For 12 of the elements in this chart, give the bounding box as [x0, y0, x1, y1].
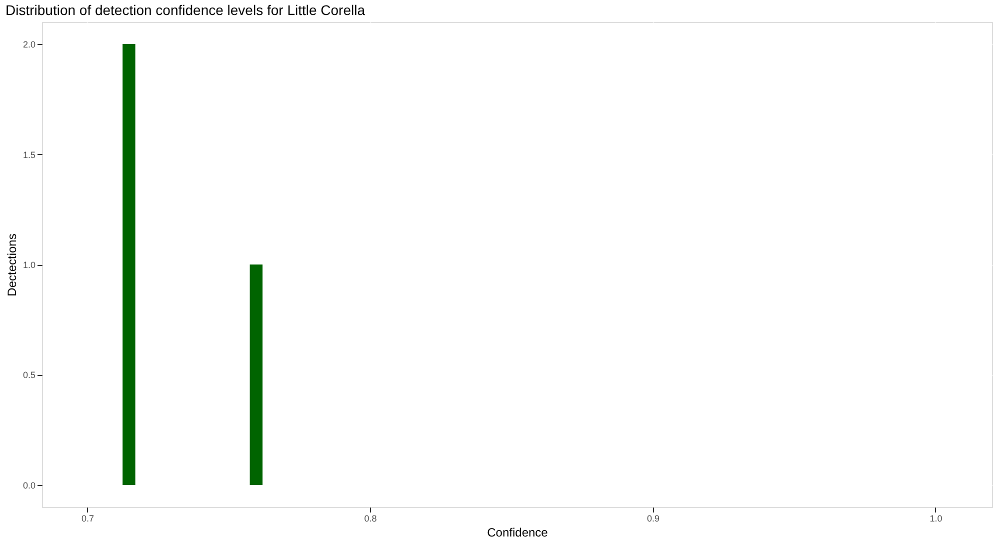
- y-axis-title: Dectections: [4, 234, 19, 296]
- y-tick-label: 0.5: [22, 370, 36, 380]
- y-tick-label: 1.5: [22, 150, 36, 160]
- x-tick-label: 0.8: [364, 514, 377, 524]
- x-tick-label: 0.9: [646, 514, 660, 524]
- x-tick-label: 1.0: [930, 514, 942, 524]
- y-tick-label: 2.0: [22, 40, 36, 50]
- x-axis-title: Confidence: [487, 526, 548, 540]
- x-tick-label: 0.7: [81, 514, 94, 524]
- y-tick-label: 0.0: [22, 480, 36, 490]
- y-tick-label: 1.0: [22, 260, 36, 270]
- chart-title: Distribution of detection confidence levels for Little Corella: [5, 2, 366, 18]
